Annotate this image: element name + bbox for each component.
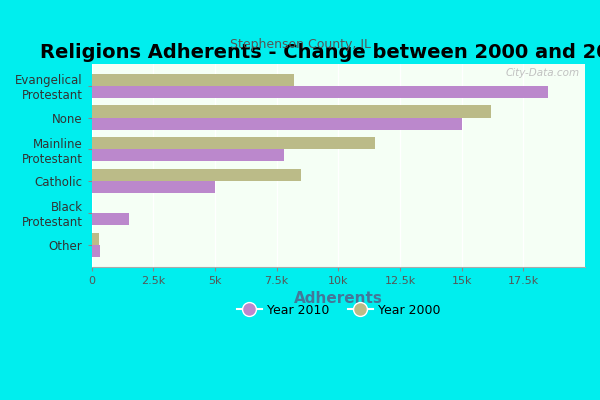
Bar — [92, 118, 461, 130]
Bar — [92, 106, 491, 118]
Bar — [92, 181, 215, 193]
Text: Stephenson County, IL: Stephenson County, IL — [229, 38, 371, 51]
X-axis label: Adherents: Adherents — [294, 292, 383, 306]
Bar — [92, 245, 100, 257]
Text: City-Data.com: City-Data.com — [506, 68, 580, 78]
Legend: Year 2010, Year 2000: Year 2010, Year 2000 — [232, 298, 445, 322]
Bar — [92, 74, 294, 86]
Title: Religions Adherents - Change between 2000 and 2010: Religions Adherents - Change between 200… — [40, 43, 600, 62]
Bar — [92, 213, 128, 225]
Bar — [92, 149, 284, 161]
Bar — [92, 137, 376, 149]
Bar — [92, 169, 301, 181]
Bar — [92, 232, 99, 245]
Bar — [92, 86, 548, 98]
